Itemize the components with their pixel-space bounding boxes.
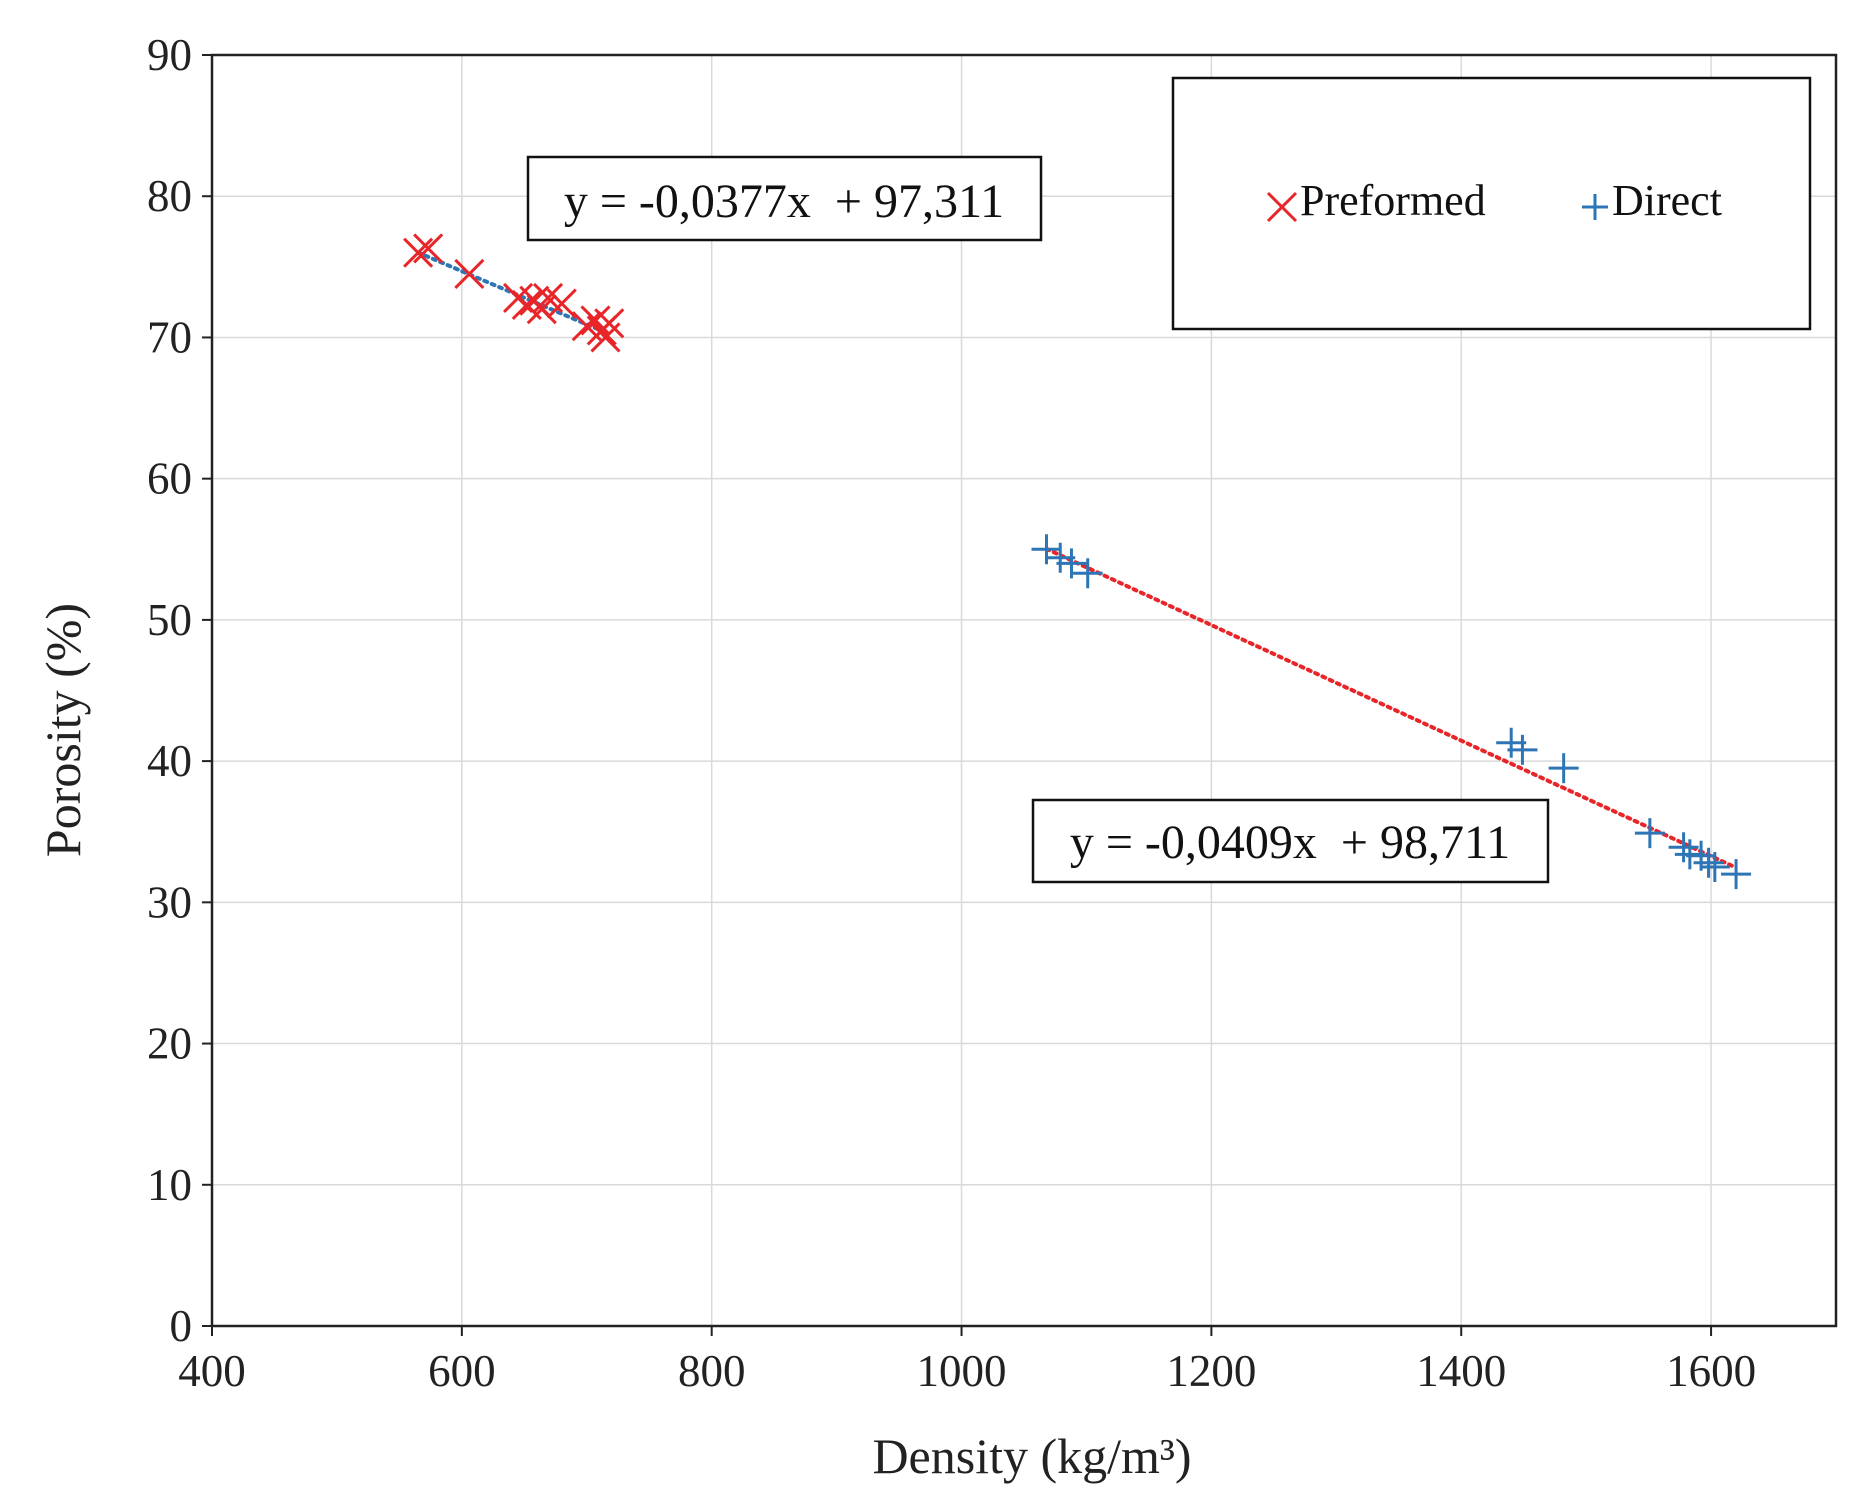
x-tick-label: 600: [428, 1346, 496, 1396]
y-tick-label: 20: [147, 1019, 192, 1069]
x-tick-label: 400: [178, 1346, 246, 1396]
y-tick-label: 80: [147, 171, 192, 221]
direct-point: [1699, 852, 1730, 883]
preformed-point: [454, 258, 485, 289]
preformed-equation-box: y = -0,0377x + 97,311: [526, 155, 1043, 242]
direct-point: [1031, 534, 1062, 565]
direct-point: [1693, 847, 1724, 878]
y-tick-label: 30: [147, 877, 192, 927]
y-tick-label: 60: [147, 454, 192, 504]
direct-equation-label: y = -0,0409x + 98,711: [1070, 816, 1510, 869]
x-tick-label: 1400: [1416, 1346, 1506, 1396]
data-markers: [403, 233, 1752, 890]
direct-point: [1072, 558, 1103, 589]
y-tick-label: 90: [147, 30, 192, 80]
y-tick-label: 40: [147, 736, 192, 786]
legend-direct-marker: [1582, 194, 1608, 220]
preformed-point: [413, 233, 444, 264]
x-tick-label: 1600: [1666, 1346, 1756, 1396]
x-tick-label: 800: [678, 1346, 746, 1396]
legend: Preformed Direct: [1171, 76, 1812, 331]
direct-point: [1507, 734, 1538, 765]
x-tick-label: 1000: [917, 1346, 1007, 1396]
x-axis-title: Density (kg/m³): [872, 1428, 1191, 1484]
y-tick-label: 10: [147, 1160, 192, 1210]
preformed-equation-label: y = -0,0377x + 97,311: [564, 175, 1004, 228]
legend-preformed-marker: [1266, 191, 1298, 223]
preformed-point: [403, 237, 434, 268]
preformed-point: [594, 308, 625, 339]
direct-point: [1668, 832, 1699, 863]
direct-point: [1634, 818, 1665, 849]
direct-point: [1056, 548, 1087, 579]
axis-ticks: 400 600 800 1000 1200 1400 1600 0 10 20 30 40 50 60 70…: [147, 30, 1756, 1396]
y-axis-title: Porosity (%): [35, 603, 91, 857]
legend-preformed-label: Preformed: [1300, 176, 1486, 225]
y-tick-label: 0: [170, 1301, 193, 1351]
legend-direct-label: Direct: [1612, 176, 1722, 225]
plot-area-frame: [210, 53, 1838, 1328]
x-tick-label: 1200: [1166, 1346, 1256, 1396]
y-tick-label: 50: [147, 595, 192, 645]
direct-point: [1548, 753, 1579, 784]
trendlines: [416, 250, 1739, 870]
direct-point: [1721, 859, 1752, 890]
direct-trendline: [1044, 546, 1739, 870]
preformed-point: [546, 288, 577, 319]
direct-equation-box: y = -0,0409x + 98,711: [1031, 798, 1550, 884]
y-tick-label: 70: [147, 312, 192, 362]
